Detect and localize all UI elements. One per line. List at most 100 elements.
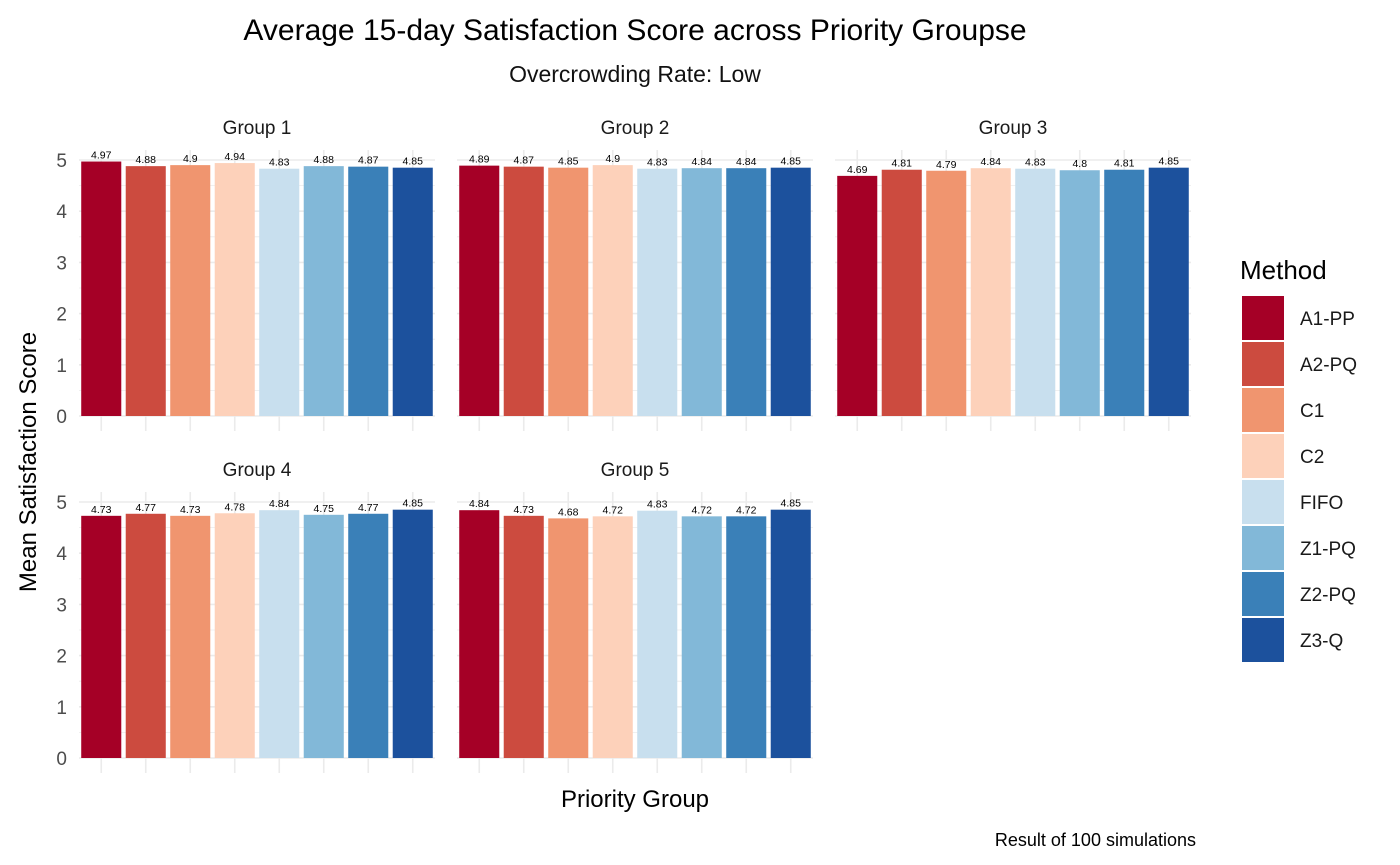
bar: [681, 168, 722, 416]
bar-value-label: 4.83: [647, 499, 668, 511]
y-tick-label: 2: [56, 305, 67, 326]
legend-swatch: [1242, 480, 1284, 524]
bar: [303, 166, 344, 416]
bar: [170, 165, 211, 416]
y-tick-label: 5: [56, 151, 67, 172]
bar-value-label: 4.83: [1025, 157, 1046, 169]
bar: [770, 509, 811, 758]
facet-strip-label: Group 3: [979, 118, 1048, 139]
legend-label: C1: [1300, 401, 1324, 422]
bar-value-label: 4.8: [1072, 158, 1087, 170]
bar: [1104, 169, 1145, 416]
bar-value-label: 4.94: [225, 151, 246, 163]
bar-value-label: 4.69: [847, 164, 868, 176]
bar: [637, 168, 678, 416]
bar: [81, 515, 122, 758]
bar-value-label: 4.84: [981, 156, 1002, 168]
facet-panel: 4.73 4.77 4.73 4.78 4.84 4.75 4.77 4.85 Group 4 0…: [56, 460, 435, 773]
bar: [459, 165, 500, 416]
legend-label: A1-PP: [1300, 309, 1355, 330]
bar: [681, 516, 722, 758]
bar-value-label: 4.79: [936, 159, 957, 171]
bar: [592, 165, 633, 416]
bar: [726, 516, 767, 758]
chart-caption: Result of 100 simulations: [995, 830, 1196, 850]
legend: Method A1-PP A2-PQ C1 C2 FIFO Z1-PQ Z2-PQ Z3-Q: [1240, 255, 1357, 662]
facet-strip-label: Group 1: [223, 118, 292, 139]
bar: [970, 168, 1011, 416]
bar-value-label: 4.85: [403, 156, 424, 168]
bar-value-label: 4.88: [136, 154, 157, 166]
bar: [637, 510, 678, 758]
facet-panel: 4.84 4.73 4.68 4.72 4.83 4.72 4.72 4.85 Group 5: [457, 460, 813, 773]
bar-value-label: 4.72: [692, 504, 713, 516]
legend-swatch: [1242, 434, 1284, 478]
bar: [214, 513, 255, 758]
bar: [770, 167, 811, 416]
bar-value-label: 4.84: [692, 156, 713, 168]
bar: [548, 167, 589, 416]
legend-title: Method: [1240, 255, 1327, 285]
bar: [592, 516, 633, 758]
y-tick-label: 1: [56, 698, 67, 719]
y-tick-label: 3: [56, 595, 67, 616]
chart-title: Average 15-day Satisfaction Score across…: [243, 14, 1026, 47]
y-tick-label: 0: [56, 407, 67, 428]
bar-value-label: 4.84: [269, 498, 290, 510]
facet-strip-label: Group 2: [601, 118, 670, 139]
y-tick-label: 1: [56, 356, 67, 377]
bar: [348, 166, 389, 416]
bar-value-label: 4.81: [892, 158, 913, 170]
y-tick-label: 3: [56, 253, 67, 274]
bar-value-label: 4.97: [91, 150, 112, 162]
bar-value-label: 4.85: [781, 156, 802, 168]
bar-value-label: 4.89: [469, 154, 490, 166]
y-tick-label: 4: [56, 202, 67, 223]
bar-value-label: 4.78: [225, 501, 246, 513]
bar-value-label: 4.72: [603, 504, 624, 516]
bar: [214, 163, 255, 416]
legend-swatch: [1242, 526, 1284, 570]
bar: [125, 166, 166, 416]
bar: [259, 168, 300, 416]
y-tick-label: 5: [56, 493, 67, 514]
legend-swatch: [1242, 342, 1284, 386]
bar: [1015, 168, 1056, 416]
chart-subtitle: Overcrowding Rate: Low: [509, 61, 761, 87]
bar-value-label: 4.81: [1114, 158, 1135, 170]
legend-label: C2: [1300, 447, 1324, 468]
bar: [125, 513, 166, 758]
bar: [259, 510, 300, 758]
bar-value-label: 4.85: [558, 156, 579, 168]
x-axis-title: Priority Group: [561, 786, 709, 813]
bar: [170, 515, 211, 758]
legend-label: A2-PQ: [1300, 355, 1357, 376]
y-axis-title: Mean Satisfaction Score: [15, 332, 42, 592]
facet-panel: 4.89 4.87 4.85 4.9 4.83 4.84 4.84 4.85 Group 2: [457, 118, 813, 431]
bar-value-label: 4.83: [647, 157, 668, 169]
bar-value-label: 4.84: [736, 156, 757, 168]
legend-swatch: [1242, 572, 1284, 616]
bar: [459, 510, 500, 758]
bar-value-label: 4.73: [514, 504, 535, 516]
bar-value-label: 4.85: [1159, 156, 1180, 168]
bar: [926, 170, 967, 416]
legend-swatch: [1242, 388, 1284, 432]
bar: [1148, 167, 1189, 416]
bar-value-label: 4.68: [558, 506, 579, 518]
bar-value-label: 4.73: [180, 504, 201, 516]
bar: [503, 166, 544, 416]
bar-value-label: 4.87: [358, 155, 379, 167]
bar-value-label: 4.84: [469, 498, 490, 510]
bar-value-label: 4.87: [514, 155, 535, 167]
bar-value-label: 4.85: [781, 498, 802, 510]
bar: [303, 514, 344, 758]
bar-value-label: 4.75: [314, 503, 335, 515]
bar-value-label: 4.77: [136, 502, 157, 514]
legend-swatch: [1242, 296, 1284, 340]
bar: [726, 168, 767, 416]
bar-value-label: 4.72: [736, 504, 757, 516]
legend-label: Z3-Q: [1300, 631, 1343, 652]
